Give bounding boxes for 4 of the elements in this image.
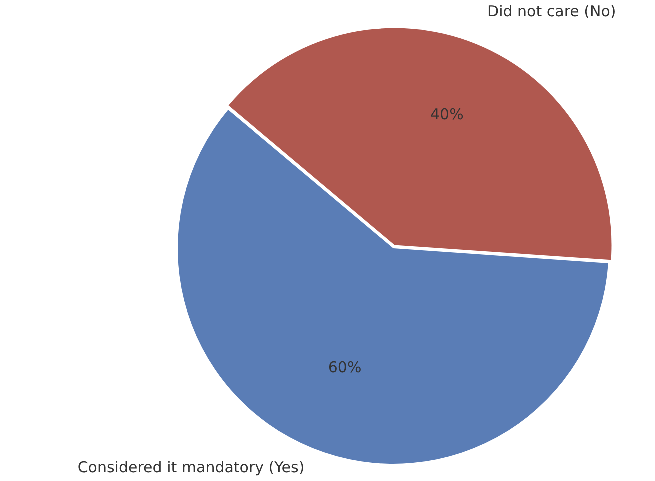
data-label: 60% [328,358,362,376]
data-label: 40% [430,106,464,124]
slice-label: Considered it mandatory (Yes) [78,458,305,476]
slice-label: Did not care (No) [488,2,616,20]
